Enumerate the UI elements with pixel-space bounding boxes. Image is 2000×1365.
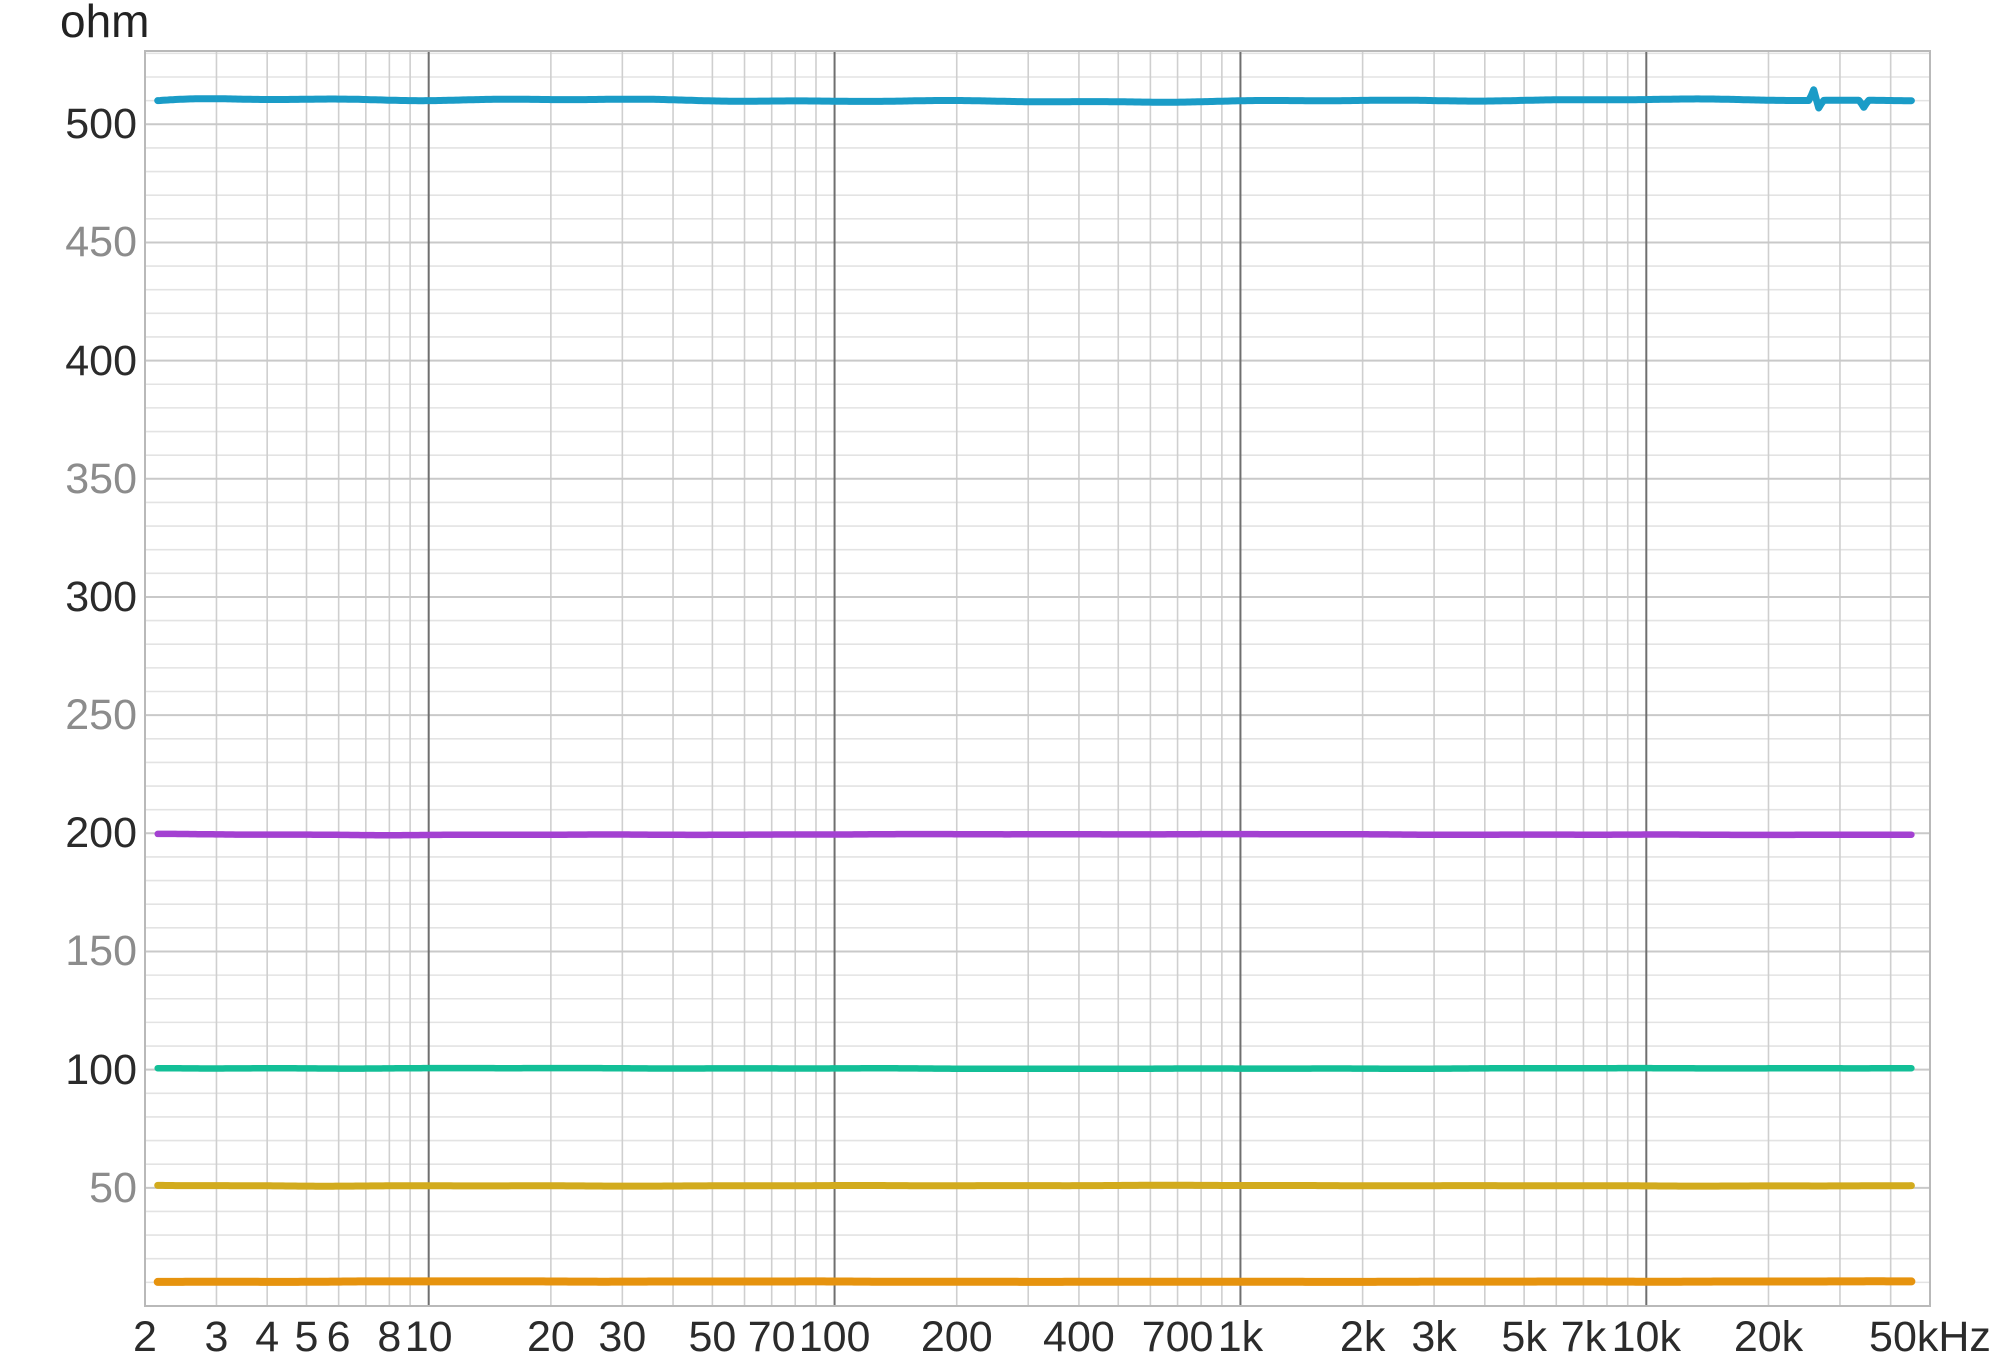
y-tick-label: 350 xyxy=(65,454,137,503)
x-tick-label: 2k xyxy=(1339,1313,1386,1361)
x-tick-label: 30 xyxy=(598,1313,647,1361)
trace-100-ohm xyxy=(154,1064,1915,1073)
x-tick-label: 400 xyxy=(1043,1313,1115,1361)
x-tick-label: 20 xyxy=(526,1313,575,1361)
x-tick-label: 5 xyxy=(294,1313,319,1361)
x-tick-label: 10k xyxy=(1611,1313,1681,1361)
trace-510-ohm xyxy=(154,86,1915,112)
x-tick-label: 7k xyxy=(1560,1313,1607,1361)
x-tick-label: 50 xyxy=(688,1313,737,1361)
y-tick-label: 200 xyxy=(65,809,137,858)
y-tick-label: 50 xyxy=(89,1163,137,1212)
y-tick-label: 300 xyxy=(65,572,137,621)
x-tick-label: 1k xyxy=(1217,1313,1264,1361)
y-tick-label: 450 xyxy=(65,218,137,267)
x-tick-label: 4 xyxy=(255,1313,280,1361)
x-tick-label: 3 xyxy=(204,1313,229,1361)
x-tick-label: 5k xyxy=(1501,1313,1547,1361)
x-tick-label: 20k xyxy=(1733,1313,1804,1361)
y-tick-label: 150 xyxy=(65,927,137,976)
x-tick-label: 70 xyxy=(747,1313,796,1361)
y-tick-label: 100 xyxy=(65,1045,137,1094)
x-tick-label: 700 xyxy=(1141,1313,1214,1361)
y-tick-label: 250 xyxy=(65,691,137,740)
x-tick-label: 3k xyxy=(1411,1313,1457,1361)
y-axis-unit-label: ohm xyxy=(60,0,150,47)
x-tick-label: 200 xyxy=(920,1313,993,1361)
trace-10-ohm xyxy=(153,1277,1916,1286)
x-tick-label: 2 xyxy=(133,1313,157,1361)
trace-200-ohm xyxy=(154,830,1915,839)
trace-50-ohm xyxy=(154,1181,1915,1190)
y-tick-label: 400 xyxy=(65,336,137,385)
plot-frame xyxy=(144,50,1931,1307)
y-tick-label: 500 xyxy=(65,100,137,149)
x-tick-label: 8 xyxy=(377,1313,402,1361)
x-tick-label: 50kHz xyxy=(1869,1313,1991,1361)
x-tick-label: 100 xyxy=(798,1313,871,1361)
x-tick-label: 10 xyxy=(404,1313,453,1361)
x-tick-label: 6 xyxy=(326,1313,351,1361)
